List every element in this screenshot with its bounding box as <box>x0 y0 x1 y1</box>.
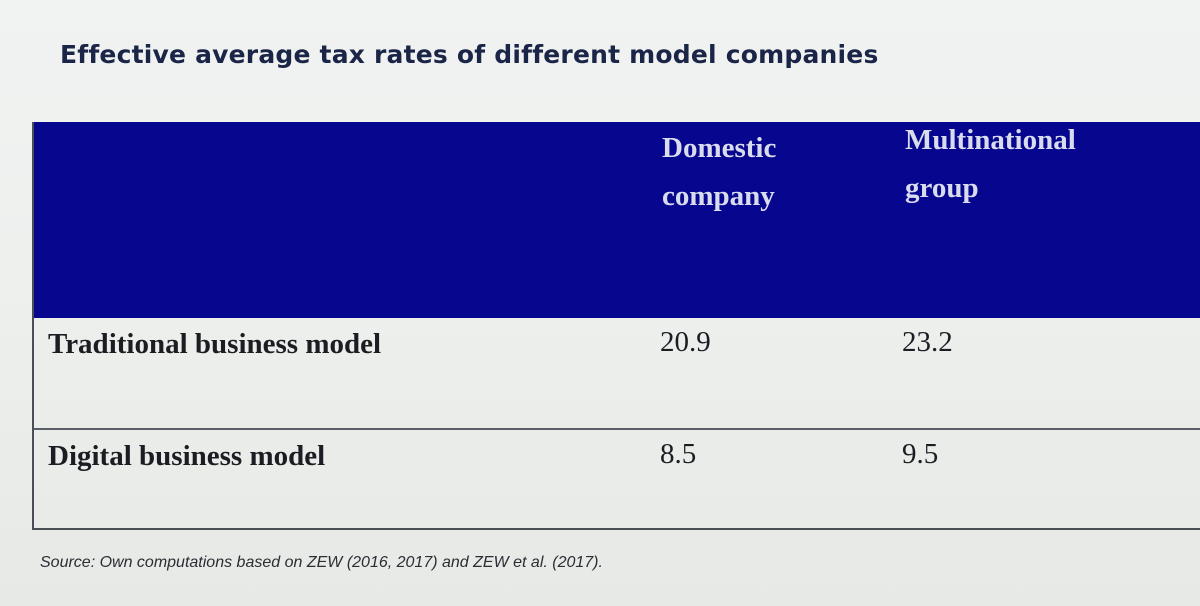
column-header-line: group <box>905 172 979 204</box>
row-label: Digital business model <box>48 440 326 472</box>
column-header-line: company <box>662 180 775 212</box>
cell-domestic-value: 8.5 <box>660 438 697 470</box>
column-header-domestic-company: Domestic company <box>662 124 776 220</box>
table-row-digital: Digital business model 8.5 9.5 <box>34 430 1200 528</box>
table-header-band: Domestic company Multinational group <box>34 122 1200 318</box>
column-header-line: Multinational <box>905 124 1076 156</box>
column-header-multinational-group: Multinational group <box>905 116 1076 212</box>
column-header-line: Domestic <box>662 132 777 164</box>
source-note: Source: Own computations based on ZEW (2… <box>40 554 603 571</box>
tax-rates-table: Domestic company Multinational group Tra… <box>32 122 1200 530</box>
cell-multinational-value: 9.5 <box>902 438 939 470</box>
slide-title: Effective average tax rates of different… <box>60 40 879 69</box>
table-row-traditional: Traditional business model 20.9 23.2 <box>34 318 1200 430</box>
cell-domestic-value: 20.9 <box>660 326 711 358</box>
cell-multinational-value: 23.2 <box>902 326 953 358</box>
row-label: Traditional business model <box>48 328 382 360</box>
